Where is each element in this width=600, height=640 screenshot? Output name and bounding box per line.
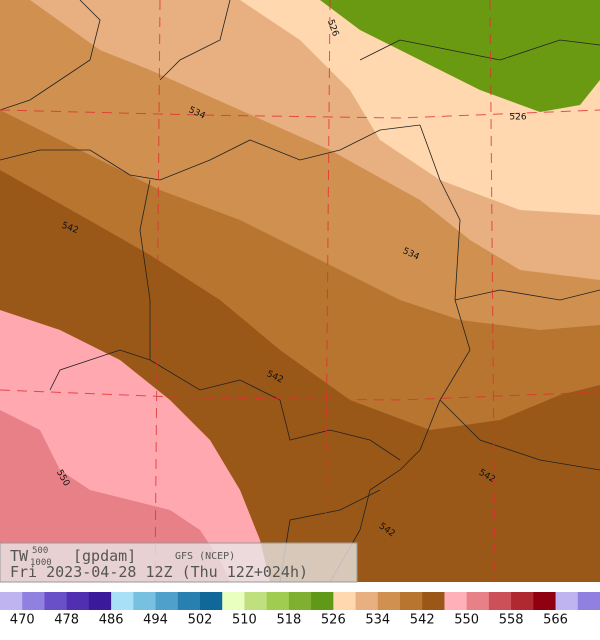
legend-box: TW 500 1000 [gpdam] GFS (NCEP) Fri 2023-…: [0, 542, 358, 583]
colorbar-swatch: [577, 592, 600, 610]
colorbar-swatch: [0, 592, 23, 610]
variable: TW: [10, 547, 29, 565]
colorbar-swatch: [333, 592, 357, 610]
unit: [gpdam]: [73, 547, 136, 565]
colorbar-swatch: [155, 592, 179, 610]
colorbar-label: 470: [10, 613, 35, 628]
colorbar-swatch: [533, 592, 557, 610]
colorbar-swatch: [133, 592, 157, 610]
field-518-526: [320, 0, 600, 112]
colorbar-swatch: [400, 592, 423, 610]
colorbar-label: 494: [143, 613, 168, 628]
colorbar-swatch: [488, 592, 512, 610]
colorbar-label: 558: [499, 613, 524, 628]
model: GFS (NCEP): [175, 551, 235, 562]
colorbar-swatch: [466, 592, 490, 610]
field-542-546: [450, 465, 560, 582]
colorbar-label: 478: [54, 613, 79, 628]
colorbar-swatch: [288, 592, 312, 610]
colorbar-swatch: [200, 592, 223, 610]
colorbar-label: 518: [276, 613, 301, 628]
colorbar-swatch: [177, 592, 201, 610]
field-554-558: [0, 410, 230, 582]
colorbar-swatch: [377, 592, 401, 610]
superscript: 500: [32, 546, 48, 556]
colorbar-swatch: [511, 592, 534, 610]
colorbar-label: 534: [365, 613, 390, 628]
colorbar-swatch: [88, 592, 112, 610]
colorbar-label: 542: [410, 613, 435, 628]
colorbar-swatch: [22, 592, 45, 610]
country-borders: [0, 0, 600, 583]
colorbar-swatch: [422, 592, 445, 610]
subscript: 1000: [30, 558, 52, 568]
legend-background: [0, 542, 358, 583]
colorbar-swatch: [111, 592, 134, 610]
colorbar-swatch: [355, 592, 379, 610]
map: [0, 0, 600, 583]
colorbar-label: 566: [543, 613, 568, 628]
colorbar: 470 478 486 494 502 510 518 526 534 542 550 558 566: [0, 592, 600, 628]
colorbar-label: 550: [454, 613, 479, 628]
colorbar-label: 526: [321, 613, 346, 628]
colorbar-swatch: [244, 592, 268, 610]
colorbar-swatch: [266, 592, 290, 610]
graticule: [0, 0, 600, 583]
colorbar-swatch: [66, 592, 90, 610]
contour-label: 526: [509, 113, 526, 123]
colorbar-swatch: [444, 592, 468, 610]
colorbar-label: 502: [188, 613, 213, 628]
colorbar-label: 486: [99, 613, 124, 628]
colorbar-swatch: [222, 592, 245, 610]
colorbar-swatch: [311, 592, 334, 610]
colorbar-label: 510: [232, 613, 257, 628]
colorbar-swatch: [44, 592, 68, 610]
colorbar-swatch: [555, 592, 579, 610]
valid-time: Fri 2023-04-28 12Z (Thu 12Z+024h): [10, 563, 308, 581]
